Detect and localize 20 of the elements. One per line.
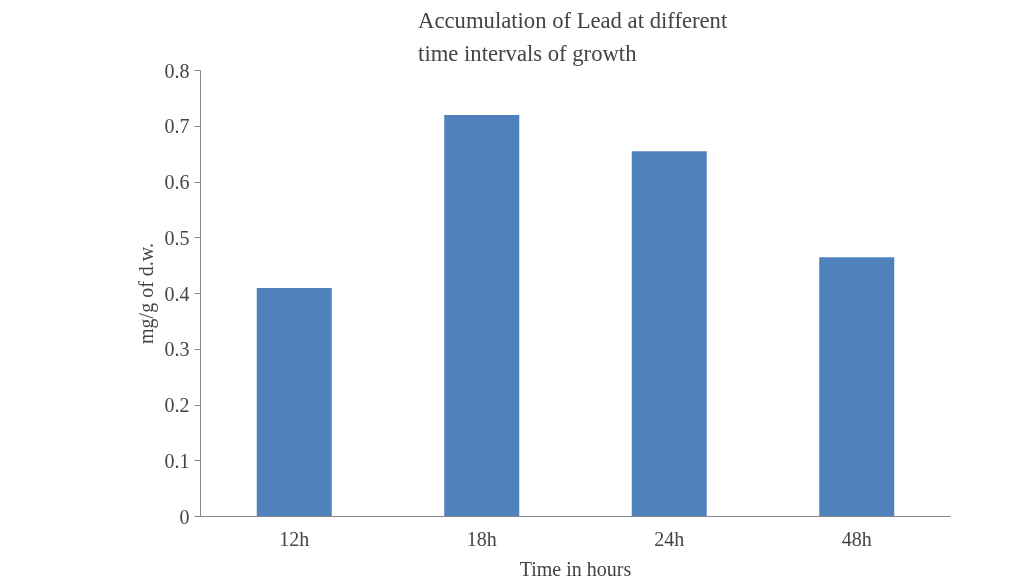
bar: [256, 287, 332, 517]
y-tick-label: 0.5: [164, 226, 190, 249]
y-tick-label: 0.3: [164, 338, 190, 361]
bar: [444, 115, 520, 517]
x-tick-label: 24h: [654, 527, 685, 550]
bar: [819, 257, 895, 517]
x-axis-title: Time in hours: [519, 557, 632, 580]
y-tick-label: 0.8: [164, 59, 190, 82]
y-tick-label: 0.2: [164, 394, 190, 416]
bar: [631, 151, 707, 517]
x-tick-label: 48h: [841, 527, 872, 550]
y-tick-label: 0.4: [164, 282, 190, 305]
y-tick-label: 0.7: [164, 115, 190, 138]
y-tick-label: 0.6: [164, 171, 190, 193]
y-axis-title: mg/g of d.w.: [134, 243, 158, 344]
chart-title: Accumulation of Lead at different time intervals of growth: [418, 8, 728, 66]
y-tick-label: 0: [179, 505, 190, 528]
y-tick-label: 0.1: [164, 449, 190, 472]
x-tick-label: 12h: [279, 527, 310, 550]
x-tick-label: 18h: [466, 527, 497, 550]
